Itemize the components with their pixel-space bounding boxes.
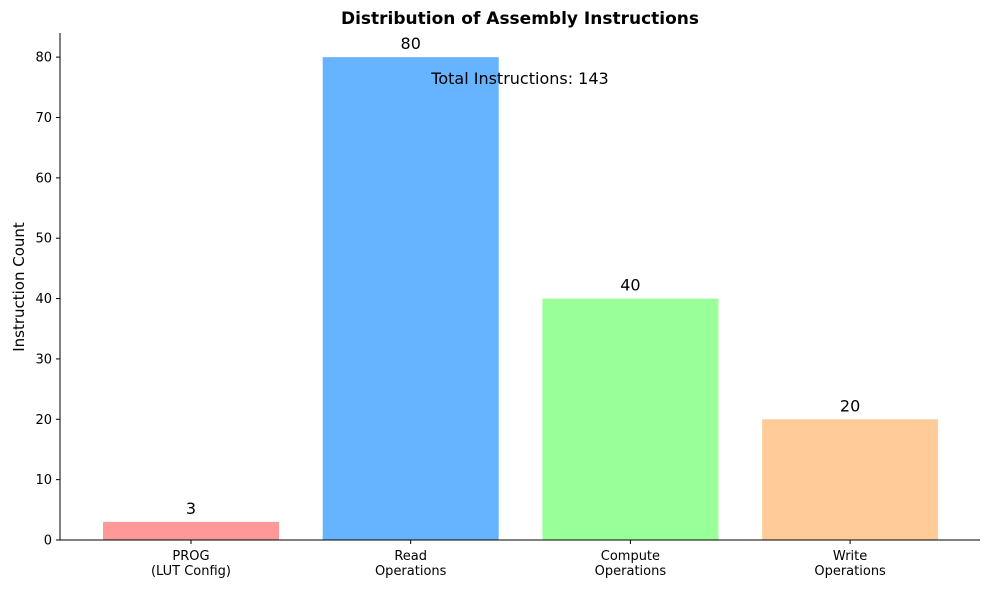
y-axis-ticks: 0 10 20 30 40 50 60 70 80	[35, 51, 60, 549]
y-axis-label: Instruction Count	[10, 222, 28, 352]
value-labels: 3 80 40 20	[186, 34, 860, 518]
bar-value-label: 40	[620, 276, 640, 295]
x-tick-label: Write	[833, 549, 867, 564]
y-tick-label: 10	[35, 473, 52, 488]
y-tick-label: 40	[35, 292, 52, 307]
chart-title: Distribution of Assembly Instructions	[341, 9, 699, 29]
x-tick-label: (LUT Config)	[151, 564, 231, 579]
x-axis-ticks: PROG(LUT Config)ReadOperationsComputeOpe…	[151, 540, 886, 579]
y-tick-label: 70	[35, 111, 52, 126]
y-tick-label: 80	[35, 51, 52, 66]
bar-value-label: 20	[840, 396, 860, 415]
bar-value-label: 80	[401, 34, 421, 53]
bars	[103, 57, 939, 541]
total-annotation: Total Instructions: 143	[430, 69, 608, 88]
x-tick-label: Operations	[814, 564, 886, 579]
x-tick-label: Operations	[595, 564, 667, 579]
x-tick-label: Compute	[601, 549, 660, 564]
bar-value-label: 3	[186, 499, 196, 518]
y-tick-label: 0	[44, 534, 52, 549]
y-tick-label: 60	[35, 171, 52, 186]
bar	[542, 298, 719, 540]
x-tick-label: Read	[394, 549, 427, 564]
bar	[762, 419, 939, 540]
y-tick-label: 20	[35, 413, 52, 428]
bar	[103, 521, 279, 540]
x-tick-label: PROG	[172, 549, 209, 564]
y-tick-label: 30	[35, 352, 52, 367]
y-tick-label: 50	[35, 232, 52, 247]
bar	[322, 57, 499, 541]
x-tick-label: Operations	[375, 564, 447, 579]
